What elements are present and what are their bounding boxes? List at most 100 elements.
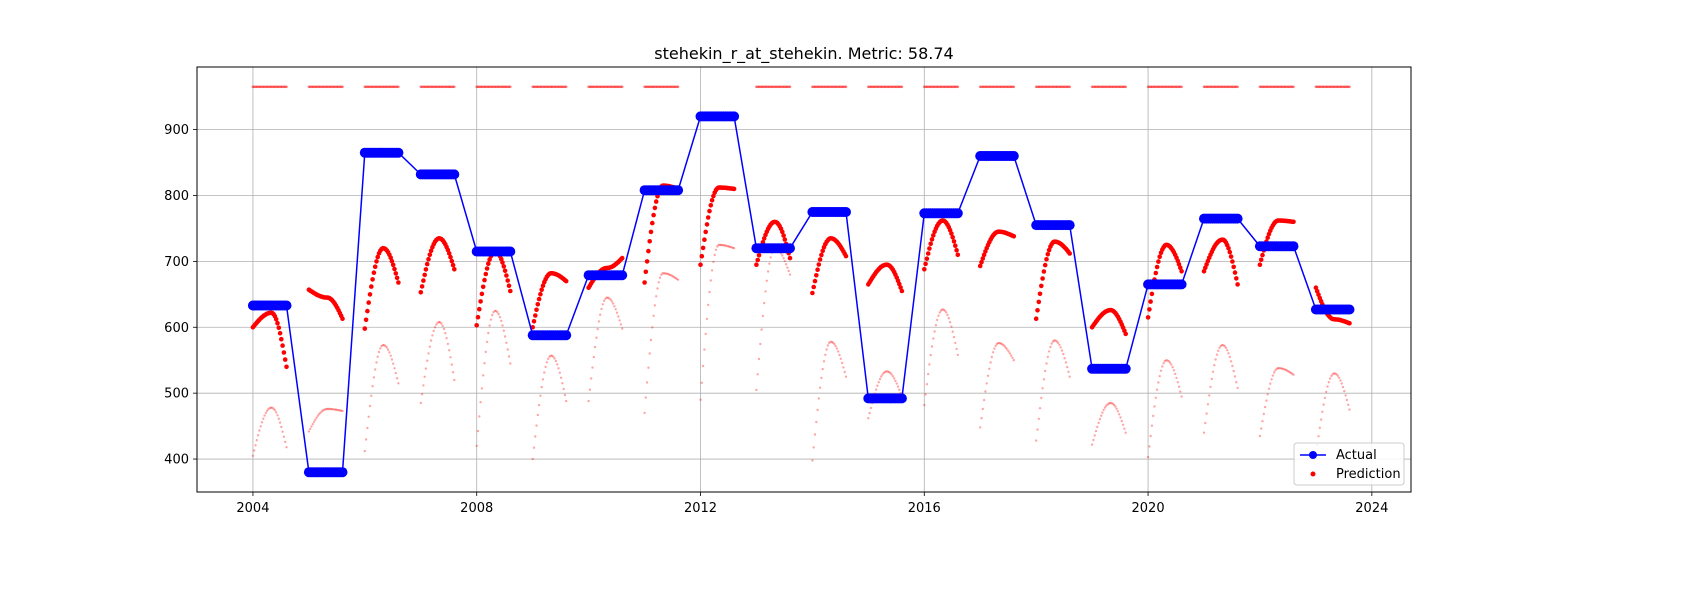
- prediction-point: [980, 256, 986, 261]
- prediction-point: [787, 255, 793, 261]
- prediction-point-low: [554, 359, 558, 363]
- prediction-point-low: [374, 368, 377, 371]
- prediction-point-low: [507, 355, 511, 358]
- prediction-point-low: [379, 347, 382, 350]
- prediction-point-low: [1001, 343, 1004, 346]
- prediction-point-low: [1266, 393, 1269, 396]
- prediction-point-low: [1038, 407, 1042, 410]
- prediction-point-low: [1170, 363, 1173, 366]
- prediction-point-low: [254, 444, 257, 447]
- prediction-point: [540, 283, 546, 289]
- prediction-point-low: [710, 269, 714, 272]
- prediction-point-low: [318, 412, 321, 416]
- prediction-point: [506, 283, 512, 289]
- prediction-point-low: [1152, 414, 1155, 418]
- prediction-point: [1046, 247, 1052, 253]
- prediction-point-low: [340, 409, 343, 412]
- prediction-point-low: [769, 256, 772, 259]
- prediction-point-low: [997, 341, 1000, 345]
- prediction-point-low: [1236, 386, 1239, 390]
- prediction-point-low: [1168, 361, 1172, 364]
- prediction-point-low: [1050, 342, 1053, 345]
- prediction-point: [1036, 299, 1042, 305]
- prediction-point-low: [1325, 390, 1328, 394]
- prediction-point-low: [1326, 385, 1329, 388]
- prediction-point-low: [947, 317, 950, 320]
- prediction-point: [370, 277, 375, 282]
- prediction-point: [1035, 308, 1040, 313]
- prediction-point-low: [816, 408, 819, 412]
- prediction-point-upper: [900, 85, 904, 89]
- prediction-point: [486, 261, 491, 267]
- prediction-point-low: [605, 296, 608, 299]
- prediction-point-low: [843, 370, 846, 374]
- prediction-point-low: [390, 358, 394, 361]
- prediction-point-low: [1092, 438, 1095, 442]
- prediction-point-low: [669, 273, 672, 277]
- prediction-point-low: [549, 354, 552, 357]
- prediction-point-low: [869, 406, 873, 410]
- prediction-point-low: [1120, 419, 1124, 423]
- prediction-point: [1231, 264, 1236, 270]
- prediction-point-low: [661, 272, 664, 275]
- prediction-point-low: [1172, 369, 1176, 372]
- prediction-point: [782, 237, 788, 242]
- prediction-point-low: [1153, 405, 1156, 408]
- prediction-point: [1227, 249, 1233, 255]
- prediction-point-low: [938, 311, 941, 314]
- prediction-point: [1260, 252, 1265, 258]
- prediction-point-low: [1262, 412, 1266, 416]
- x-tick-label: 2008: [460, 501, 493, 516]
- prediction-point-low: [553, 357, 556, 360]
- actual-point: [281, 300, 292, 311]
- prediction-point: [817, 257, 823, 262]
- prediction-point-low: [831, 341, 835, 344]
- prediction-point-low: [1055, 340, 1059, 343]
- prediction-point-low: [275, 411, 278, 414]
- prediction-point: [371, 270, 377, 276]
- prediction-point: [449, 258, 455, 264]
- prediction-point-low: [1228, 355, 1232, 359]
- prediction-point-low: [498, 316, 502, 319]
- prediction-point-low: [384, 344, 387, 348]
- prediction-point: [977, 263, 983, 269]
- prediction-point-low: [380, 344, 383, 348]
- prediction-point-low: [1231, 364, 1234, 368]
- prediction-point-low: [280, 425, 283, 429]
- prediction-point: [780, 229, 785, 235]
- prediction-point-low: [759, 342, 762, 346]
- x-tick-label: 2016: [908, 501, 941, 516]
- prediction-point-low: [1149, 434, 1152, 438]
- prediction-point: [1040, 276, 1045, 281]
- prediction-point: [534, 307, 539, 313]
- prediction-point-low: [597, 320, 601, 323]
- prediction-point-upper: [1124, 85, 1127, 89]
- prediction-point-low: [278, 421, 282, 424]
- prediction-point: [539, 287, 544, 293]
- prediction-point-low: [371, 385, 374, 388]
- prediction-point-low: [1159, 369, 1163, 372]
- prediction-point-low: [1215, 353, 1219, 356]
- prediction-point: [949, 231, 954, 236]
- prediction-point-low: [1096, 425, 1099, 429]
- prediction-point-low: [999, 342, 1003, 345]
- prediction-point-low: [651, 326, 654, 329]
- prediction-point-low: [1119, 416, 1122, 419]
- prediction-point-low: [337, 409, 340, 412]
- prediction-point-low: [1335, 373, 1338, 376]
- prediction-point-low: [1323, 396, 1327, 400]
- prediction-point: [536, 296, 542, 302]
- prediction-point-low: [372, 376, 376, 379]
- prediction-point: [563, 278, 569, 284]
- prediction-point-low: [1344, 394, 1347, 397]
- prediction-point-low: [613, 305, 616, 308]
- prediction-point-low: [1063, 357, 1066, 360]
- prediction-point: [756, 253, 762, 258]
- prediction-point: [1148, 299, 1153, 304]
- prediction-point-low: [722, 244, 725, 247]
- prediction-point-upper: [341, 85, 344, 89]
- prediction-point-low: [1202, 431, 1206, 434]
- prediction-point-low: [781, 254, 784, 257]
- prediction-point-low: [1008, 352, 1012, 355]
- prediction-point-low: [482, 374, 485, 377]
